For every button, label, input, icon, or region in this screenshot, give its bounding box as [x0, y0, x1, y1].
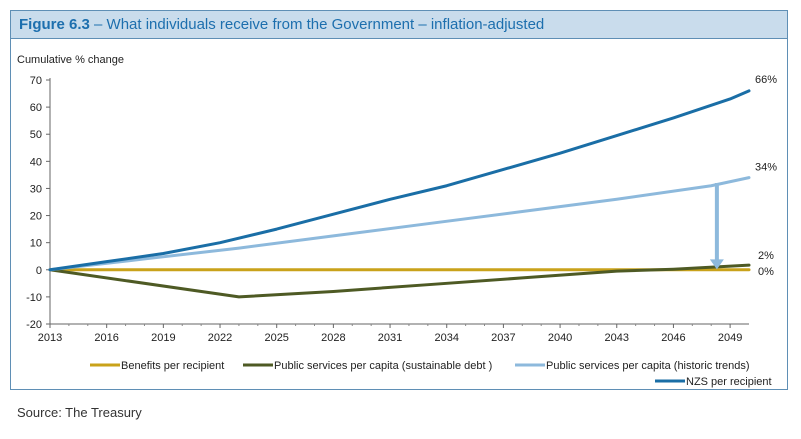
series-line-4 [48, 89, 751, 272]
y-tick-label: 10 [30, 238, 42, 250]
x-tick-label: 2022 [208, 332, 232, 344]
legend-label-4: NZS per recipient [686, 376, 772, 388]
y-tick-label: -10 [26, 292, 42, 304]
x-tick-label: 2028 [321, 332, 345, 344]
end-label-1: 0% [758, 266, 774, 278]
series-line-2 [48, 263, 751, 299]
x-tick-label: 2025 [264, 332, 288, 344]
figure-title: – What individuals receive from the Gove… [89, 16, 545, 33]
x-tick-label: 2049 [718, 332, 742, 344]
y-tick-label: 30 [30, 183, 42, 195]
x-tick-label: 2040 [548, 332, 572, 344]
x-tick-label: 2037 [491, 332, 515, 344]
legend-label-1: Benefits per recipient [121, 360, 224, 372]
figure-frame: Figure 6.3 – What individuals receive fr… [10, 10, 788, 390]
legend-label-2: Public services per capita (sustainable … [274, 360, 492, 372]
y-tick-label: 20 [30, 211, 42, 223]
source-note: Source: The Treasury [17, 405, 142, 420]
figure-header: Figure 6.3 – What individuals receive fr… [11, 11, 787, 39]
x-tick-label: 2046 [661, 332, 685, 344]
y-tick-label: 40 [30, 156, 42, 168]
legend-label-3: Public services per capita (historic tre… [546, 360, 750, 372]
end-label-3: 34% [755, 162, 777, 174]
y-tick-label: 50 [30, 129, 42, 141]
x-tick-label: 2016 [94, 332, 118, 344]
y-tick-label: 0 [36, 265, 42, 277]
y-tick-label: -20 [26, 319, 42, 331]
end-label-2: 2% [758, 250, 774, 262]
figure-label: Figure 6.3 [19, 16, 90, 33]
x-tick-label: 2034 [434, 332, 458, 344]
x-tick-label: 2031 [378, 332, 402, 344]
y-tick-label: 60 [30, 102, 42, 114]
x-tick-label: 2013 [38, 332, 62, 344]
series-line-3 [48, 176, 751, 272]
annotation-arrow-head [709, 259, 724, 270]
end-label-4: 66% [755, 74, 777, 86]
x-tick-label: 2019 [151, 332, 175, 344]
y-tick-label: 70 [30, 75, 42, 87]
y-axis-label: Cumulative % change [17, 54, 124, 66]
x-tick-label: 2043 [605, 332, 629, 344]
